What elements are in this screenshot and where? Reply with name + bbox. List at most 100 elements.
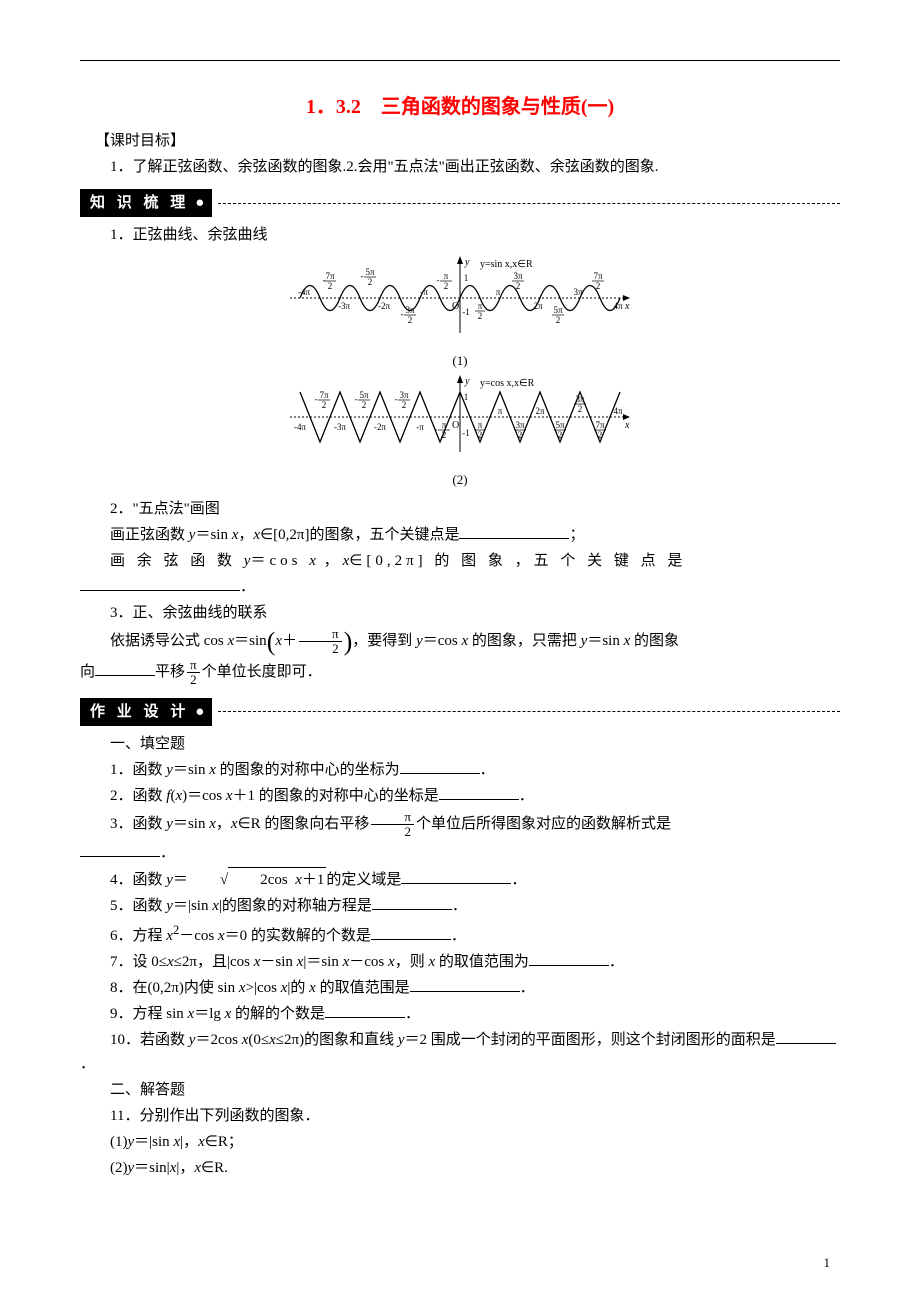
svg-text:x: x — [624, 301, 630, 312]
text: 1．函数 — [110, 762, 166, 778]
k2: 2．"五点法"画图 — [80, 497, 840, 521]
q7: 7．设 0≤x≤2π，且|cos x－sin x|＝sin x－cos x，则 … — [80, 950, 840, 974]
text: 5．函数 — [110, 898, 166, 914]
blank — [410, 976, 520, 992]
text: －cos — [349, 954, 388, 970]
text: (2) — [110, 1160, 128, 1176]
svg-text:1: 1 — [464, 273, 469, 283]
text: ＝sin — [234, 633, 267, 649]
k2b-blank: ． — [80, 575, 840, 599]
k3b: 向平移π2个单位长度即可． — [80, 658, 840, 688]
text: ，则 — [395, 954, 429, 970]
k3: 3．正、余弦曲线的联系 — [80, 601, 840, 625]
blank — [95, 660, 155, 676]
page-number: 1 — [824, 1253, 831, 1274]
svg-text:5π: 5π — [555, 420, 565, 430]
svg-text:π: π — [496, 287, 501, 297]
text: ＝2 围成一个封闭的平面图形，则这个封闭图形的面积是 — [405, 1032, 776, 1048]
section-work-label: 作 业 设 计 — [80, 698, 212, 726]
text: －sin — [260, 954, 296, 970]
text: (0≤ — [248, 1032, 269, 1048]
blank — [80, 841, 160, 857]
blank — [400, 758, 480, 774]
svg-text:2π: 2π — [533, 301, 543, 311]
dashes — [218, 711, 840, 712]
text: |＝sin — [303, 954, 342, 970]
svg-text:3π: 3π — [399, 390, 409, 400]
text: ＝cos — [423, 633, 462, 649]
svg-text:2: 2 — [598, 430, 603, 440]
text: 的定义域是 — [326, 872, 401, 888]
svg-text:2: 2 — [442, 430, 447, 440]
text: 10．若函数 — [110, 1032, 189, 1048]
q11b: (2)y＝sin|x|，x∈R. — [80, 1156, 840, 1180]
svg-text:2: 2 — [478, 311, 483, 321]
text: ＝sin — [587, 633, 623, 649]
svg-text:-: - — [435, 424, 438, 434]
svg-text:y: y — [464, 376, 470, 387]
svg-text:π: π — [498, 406, 503, 416]
k2b: 画 余 弦 函 数 y＝cos x ，x∈[0,2π] 的 图 象 ，五 个 关… — [80, 549, 840, 573]
svg-text:y: y — [464, 257, 470, 268]
top-rule — [80, 60, 840, 61]
svg-text:-3π: -3π — [338, 301, 350, 311]
svg-text:-: - — [395, 394, 398, 404]
svg-text:-3π: -3π — [334, 422, 346, 432]
blank — [776, 1028, 836, 1044]
goal-head: 【课时目标】 — [80, 129, 840, 153]
text: ≤2π)的图象和直线 — [276, 1032, 398, 1048]
text: (1) — [110, 1134, 128, 1150]
text: 的取值范围为 — [435, 954, 529, 970]
text: ∈[0,2π] 的 图 象 ，五 个 关 键 点 是 — [349, 553, 686, 569]
svg-text:-: - — [437, 275, 440, 285]
svg-text:5π: 5π — [365, 267, 375, 277]
text: ∈ — [205, 1134, 218, 1150]
text: 2．函数 — [110, 788, 166, 804]
svg-text:3π: 3π — [515, 420, 525, 430]
caption-2: (2) — [80, 470, 840, 491]
text: ＝0 的实数解的个数是 — [225, 928, 371, 944]
svg-text:4π: 4π — [613, 301, 623, 311]
text: ． — [240, 579, 255, 595]
q6: 6．方程 x2－cos x＝0 的实数解的个数是． — [80, 920, 840, 948]
q11: 11．分别作出下列函数的图象． — [80, 1104, 840, 1128]
text: ＝sin — [195, 527, 231, 543]
text: 3．函数 — [110, 816, 166, 832]
svg-text:-2π: -2π — [378, 301, 390, 311]
svg-text:-4π: -4π — [298, 287, 310, 297]
svg-text:2: 2 — [558, 430, 563, 440]
text: |的图象的对称轴方程是 — [219, 898, 372, 914]
svg-text:π: π — [442, 420, 447, 430]
k2a: 画正弦函数 y＝sin x，x∈[0,2π]的图象，五个关键点是； — [80, 523, 840, 547]
q5: 5．函数 y＝|sin x|的图象的对称轴方程是． — [80, 894, 840, 918]
svg-text:-: - — [401, 309, 404, 319]
ans-head: 二、解答题 — [80, 1078, 840, 1102]
svg-text:1: 1 — [464, 392, 469, 402]
svg-text:5π: 5π — [359, 390, 369, 400]
svg-text:π: π — [444, 271, 449, 281]
text: 的图象向右平移 — [261, 816, 370, 832]
text: ＝sin — [173, 762, 209, 778]
q10: 10．若函数 y＝2cos x(0≤x≤2π)的图象和直线 y＝2 围成一个封闭… — [80, 1028, 840, 1076]
svg-text:4π: 4π — [613, 406, 623, 416]
document-title: 1．3.2 三角函数的图象与性质(一) — [80, 91, 840, 123]
svg-text:x: x — [624, 420, 630, 431]
svg-text:2: 2 — [444, 281, 449, 291]
text: ＝lg — [194, 1006, 224, 1022]
svg-text:7π: 7π — [595, 420, 605, 430]
sine-cosine-figure: y x O y=sin x,x∈R -4π -7π2 -3π -5π2 -2π … — [80, 253, 840, 491]
q3-blank: ． — [80, 841, 840, 865]
q9: 9．方程 sin x＝lg x 的解的个数是． — [80, 1002, 840, 1026]
q8: 8．在(0,2π)内使 sin x>|cos x|的 x 的取值范围是． — [80, 976, 840, 1000]
text: 4．函数 — [110, 872, 166, 888]
svg-text:7π: 7π — [593, 271, 603, 281]
text: 7．设 0≤ — [110, 954, 167, 970]
text: 的取值范围是 — [316, 980, 410, 996]
blank — [439, 784, 519, 800]
svg-text:3π: 3π — [513, 271, 523, 281]
text: －cos — [179, 928, 218, 944]
svg-text:5π: 5π — [553, 305, 563, 315]
svg-text:2: 2 — [362, 400, 367, 410]
text: 6．方程 — [110, 928, 166, 944]
section-work-row: 作 业 设 计 — [80, 698, 840, 726]
